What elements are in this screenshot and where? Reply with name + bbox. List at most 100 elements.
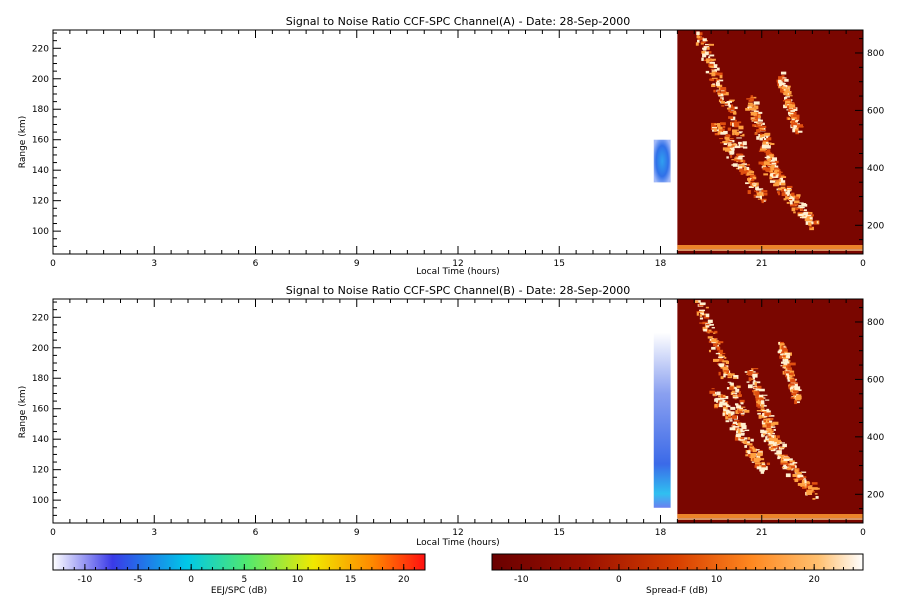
spread-f-echo bbox=[781, 75, 785, 79]
spread-f-echo bbox=[747, 178, 752, 181]
spread-f-echo bbox=[728, 140, 733, 143]
chart-title: Signal to Noise Ratio CCF-SPC Channel(A)… bbox=[286, 15, 630, 28]
spread-f-echo bbox=[722, 402, 728, 406]
x-axis-label: Local Time (hours) bbox=[416, 538, 499, 548]
spread-f-echo bbox=[714, 123, 719, 126]
spread-f-echo bbox=[703, 316, 710, 319]
spread-f-echo bbox=[765, 167, 771, 172]
spread-f-image bbox=[677, 30, 863, 254]
spread-f-echo bbox=[718, 403, 723, 408]
spread-f-echo bbox=[758, 111, 763, 114]
spread-f-echo bbox=[746, 164, 750, 166]
spread-f-echo bbox=[729, 108, 735, 110]
spread-f-echo bbox=[733, 159, 740, 162]
colorbar-tick-label: -5 bbox=[134, 575, 143, 585]
spread-f-echo bbox=[776, 435, 780, 439]
spread-f-echo bbox=[773, 446, 779, 448]
spread-f-echo bbox=[713, 72, 719, 75]
spread-f-echo bbox=[789, 362, 796, 366]
spread-f-echo bbox=[752, 377, 755, 380]
spread-f-echo bbox=[796, 472, 802, 475]
x-tick-label: 9 bbox=[354, 259, 360, 269]
spread-f-echo bbox=[754, 453, 759, 455]
spread-f-echo bbox=[732, 106, 738, 110]
y2-tick-label: 600 bbox=[867, 375, 884, 385]
spread-f-echo bbox=[766, 162, 770, 165]
spread-f-echo bbox=[770, 173, 776, 177]
spread-f-echo bbox=[711, 69, 717, 73]
spread-f-echo bbox=[708, 63, 714, 68]
spread-f-echo bbox=[707, 47, 710, 50]
spread-f-echo bbox=[710, 69, 715, 71]
spread-f-echo bbox=[713, 394, 717, 397]
spread-f-echo bbox=[747, 372, 754, 376]
spread-f-echo bbox=[813, 220, 817, 225]
spread-f-echo bbox=[730, 373, 735, 376]
spread-f-echo bbox=[797, 394, 802, 397]
spread-f-echo bbox=[732, 163, 738, 167]
spread-f-echo bbox=[785, 365, 789, 368]
colorbar-tick-label: 5 bbox=[241, 575, 247, 585]
spread-f-echo bbox=[753, 386, 757, 389]
spread-f-echo bbox=[722, 412, 725, 416]
spread-f-echo bbox=[767, 158, 772, 162]
spread-f-echo bbox=[784, 102, 790, 107]
y2-tick-label: 800 bbox=[867, 318, 884, 328]
spread-f-echo bbox=[734, 420, 740, 422]
spread-f-echo bbox=[801, 215, 807, 218]
spread-f-echo bbox=[790, 386, 794, 389]
x-tick-label: 0 bbox=[50, 528, 56, 538]
spread-f-echo bbox=[720, 376, 724, 380]
colorbar-tick-label: 10 bbox=[711, 575, 723, 585]
spread-f-echo bbox=[705, 70, 710, 74]
spread-f-echo bbox=[720, 397, 724, 399]
spread-f-echo bbox=[783, 458, 790, 461]
spread-f-echo bbox=[716, 84, 723, 88]
spread-f-echo bbox=[714, 133, 720, 136]
spread-f-echo bbox=[764, 156, 771, 159]
spread-f-echo bbox=[760, 400, 765, 405]
spread-f-echo bbox=[708, 329, 712, 332]
spread-f-echo bbox=[795, 203, 799, 206]
x-tick-label: 3 bbox=[151, 528, 157, 538]
spread-f-echo bbox=[805, 221, 810, 225]
spread-f-echo bbox=[738, 125, 744, 130]
spread-f-echo bbox=[731, 390, 735, 394]
spread-f-echo bbox=[783, 92, 786, 95]
spread-f-echo bbox=[769, 441, 775, 445]
spread-f-echo bbox=[758, 161, 764, 165]
spread-f-echo bbox=[697, 37, 702, 41]
spread-f-echo bbox=[758, 188, 764, 191]
spread-f-echo bbox=[705, 43, 711, 46]
spread-f-echo bbox=[711, 327, 715, 329]
spread-f-echo bbox=[717, 126, 723, 130]
spread-f-echo bbox=[784, 370, 787, 374]
spread-f-echo bbox=[759, 137, 763, 141]
spread-f-echo bbox=[757, 387, 760, 389]
spread-f-echo bbox=[809, 222, 812, 227]
spread-f-echo bbox=[798, 212, 802, 214]
spread-f-echo bbox=[784, 352, 791, 355]
spread-f-band bbox=[677, 514, 863, 518]
spread-f-echo bbox=[711, 122, 717, 127]
spread-f-band bbox=[677, 518, 863, 520]
spread-f-echo bbox=[720, 355, 726, 358]
spread-f-echo bbox=[765, 142, 769, 144]
spread-f-echo bbox=[789, 460, 795, 463]
y-tick-label: 160 bbox=[32, 136, 49, 146]
spread-f-echo bbox=[781, 90, 786, 94]
spread-f-echo bbox=[809, 226, 814, 231]
spread-f-echo bbox=[729, 146, 735, 151]
spread-f-echo bbox=[754, 382, 757, 386]
spread-f-echo bbox=[714, 330, 718, 334]
colorbar-tick-label: 10 bbox=[292, 575, 304, 585]
spread-f-echo bbox=[716, 391, 721, 396]
spread-f-echo bbox=[794, 382, 798, 384]
spread-f-echo bbox=[761, 394, 768, 396]
x-axis-label: Local Time (hours) bbox=[416, 267, 499, 277]
spread-f-echo bbox=[748, 377, 752, 382]
spread-f-echo bbox=[777, 171, 783, 173]
spread-f-echo bbox=[724, 141, 728, 144]
spread-f-echo bbox=[794, 127, 799, 132]
spread-f-echo bbox=[801, 479, 807, 482]
